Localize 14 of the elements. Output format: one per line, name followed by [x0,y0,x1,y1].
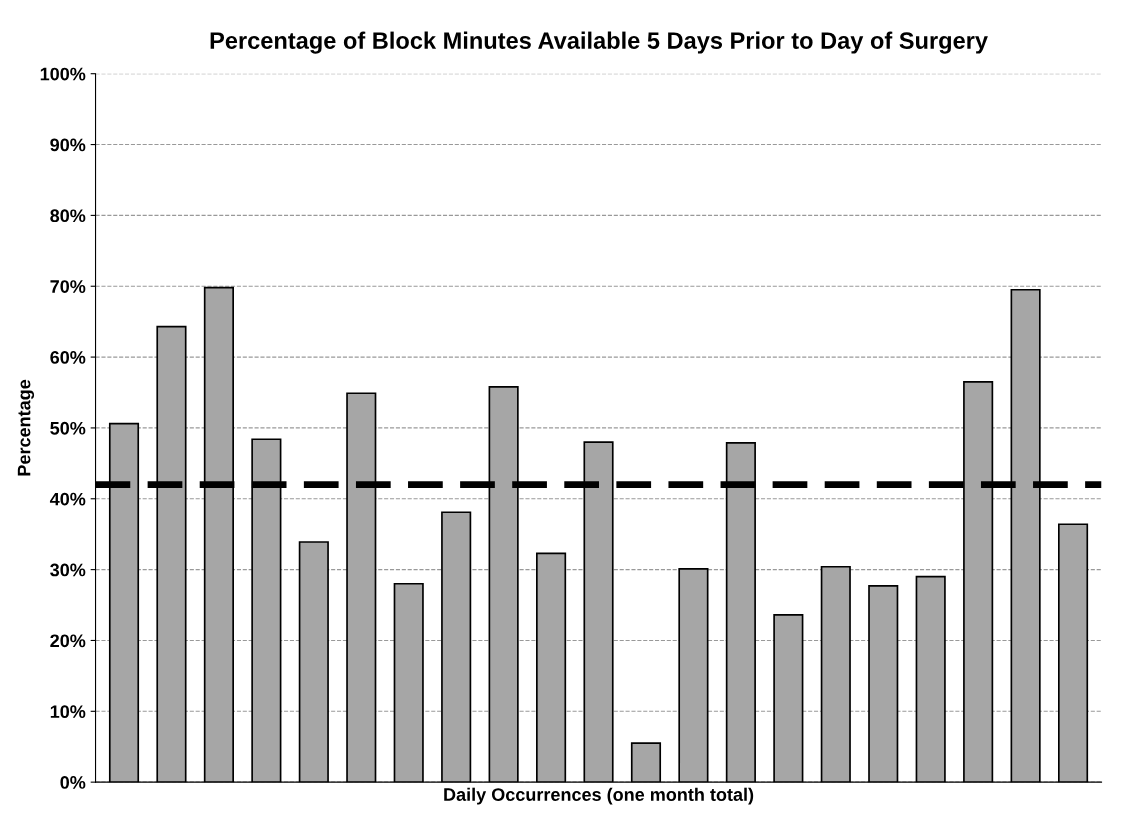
y-tick-label: 40% [49,492,86,506]
x-axis-title: Daily Occurrences (one month total) [444,787,754,805]
y-tick-label: 50% [50,421,86,435]
y-tick-label: 100% [40,67,86,81]
y-tick-label: 60% [50,351,86,364]
y-tick-label: 20% [50,634,86,648]
y-tick-label: 90% [50,138,86,152]
y-tick-label: 0% [60,776,86,789]
y-tick-label: 10% [50,705,86,719]
chart-title: Percentage of Block Minutes Available 5 Days Prior to Day of Surgery [210,31,988,54]
y-tick-label: 30% [50,563,86,577]
y-tick-label: 70% [50,280,86,293]
y-axis-title: Percentage [17,379,35,476]
y-tick-label: 80% [50,209,86,223]
